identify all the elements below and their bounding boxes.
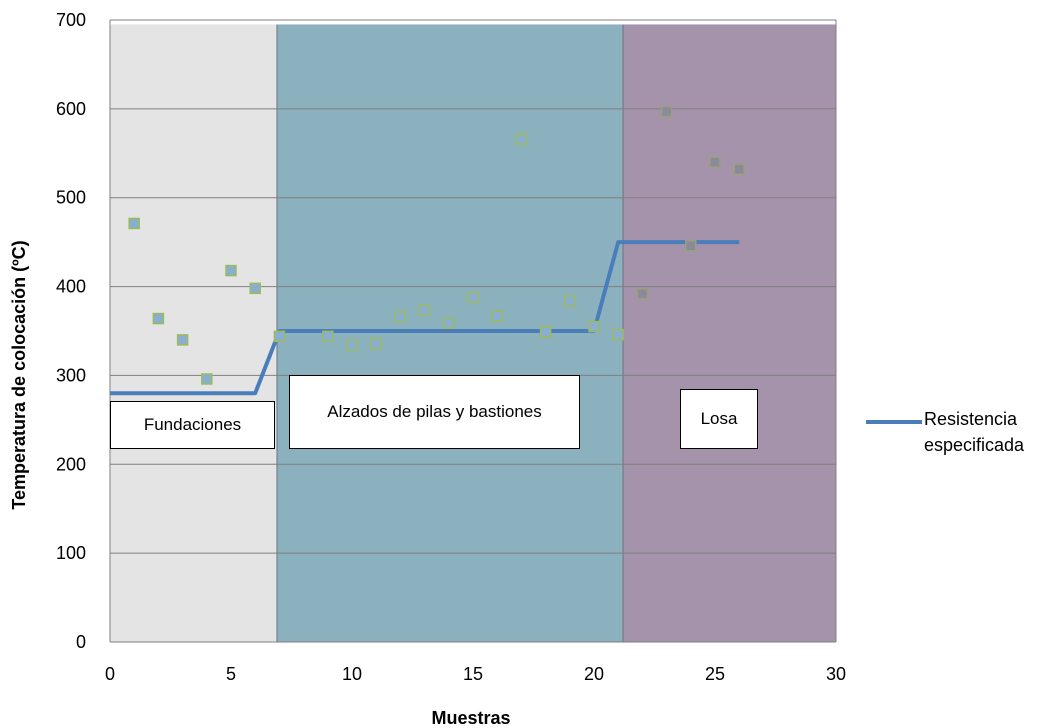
x-tick-label-5: 25 <box>705 664 725 684</box>
data-point-15 <box>515 133 528 145</box>
x-tick-label-0: 0 <box>105 664 115 684</box>
specified-strength-series <box>110 240 740 396</box>
y-axis-title: Temperatura de colocación (ºC) <box>9 240 29 509</box>
y-tick-label-0: 0 <box>76 632 86 652</box>
data-point-20 <box>636 287 649 300</box>
data-point-17 <box>564 295 576 307</box>
x-axis-title: Muestras <box>431 708 510 728</box>
region-band-1 <box>276 24 624 642</box>
data-point-11 <box>418 304 431 317</box>
y-tick-label-1: 100 <box>56 543 86 563</box>
data-point-6 <box>273 330 286 343</box>
data-point-19 <box>612 328 624 341</box>
legend: Resistencia especificada <box>866 406 1059 458</box>
data-point-13 <box>467 291 479 303</box>
region-bands <box>110 24 836 642</box>
region-label-alzados: Alzados de pilas y bastiones <box>289 375 580 449</box>
legend-line-swatch <box>866 420 922 424</box>
region-band-2 <box>623 24 836 642</box>
data-point-16 <box>539 326 552 338</box>
y-tick-label-7: 700 <box>56 10 86 30</box>
x-tick-label-2: 10 <box>342 664 362 684</box>
data-point-1 <box>152 312 165 325</box>
data-point-0 <box>128 217 140 230</box>
data-point-2 <box>176 334 189 346</box>
y-tick-label-3: 300 <box>56 365 86 385</box>
data-point-21 <box>660 105 673 118</box>
data-point-3 <box>201 373 213 385</box>
legend-label: Resistencia especificada <box>924 409 1025 455</box>
data-point-18 <box>588 320 600 333</box>
sample-points <box>128 105 745 385</box>
region-band-0 <box>110 24 277 642</box>
y-tick-label-5: 500 <box>56 188 86 208</box>
data-point-4 <box>225 264 237 277</box>
data-point-14 <box>491 310 503 322</box>
y-tick-label-2: 200 <box>56 454 86 474</box>
y-tick-label-4: 400 <box>56 277 86 297</box>
series-line-path <box>110 240 740 396</box>
data-point-8 <box>346 339 358 351</box>
x-tick-label-4: 20 <box>584 664 604 684</box>
x-tick-label-6: 30 <box>826 664 846 684</box>
data-point-5 <box>249 282 261 295</box>
data-point-24 <box>733 163 745 176</box>
axes <box>109 20 837 643</box>
gridlines <box>110 19 836 554</box>
region-label-fundaciones: Fundaciones <box>110 401 275 449</box>
region-label-losa: Losa <box>680 389 758 449</box>
data-point-12 <box>443 317 455 329</box>
x-tick-label-1: 5 <box>226 664 236 684</box>
data-point-9 <box>370 337 382 350</box>
x-tick-label-3: 15 <box>463 664 483 684</box>
data-point-10 <box>394 311 407 323</box>
data-point-22 <box>685 239 697 252</box>
data-point-23 <box>709 156 721 168</box>
data-point-7 <box>322 330 334 343</box>
y-tick-label-6: 600 <box>56 99 86 119</box>
